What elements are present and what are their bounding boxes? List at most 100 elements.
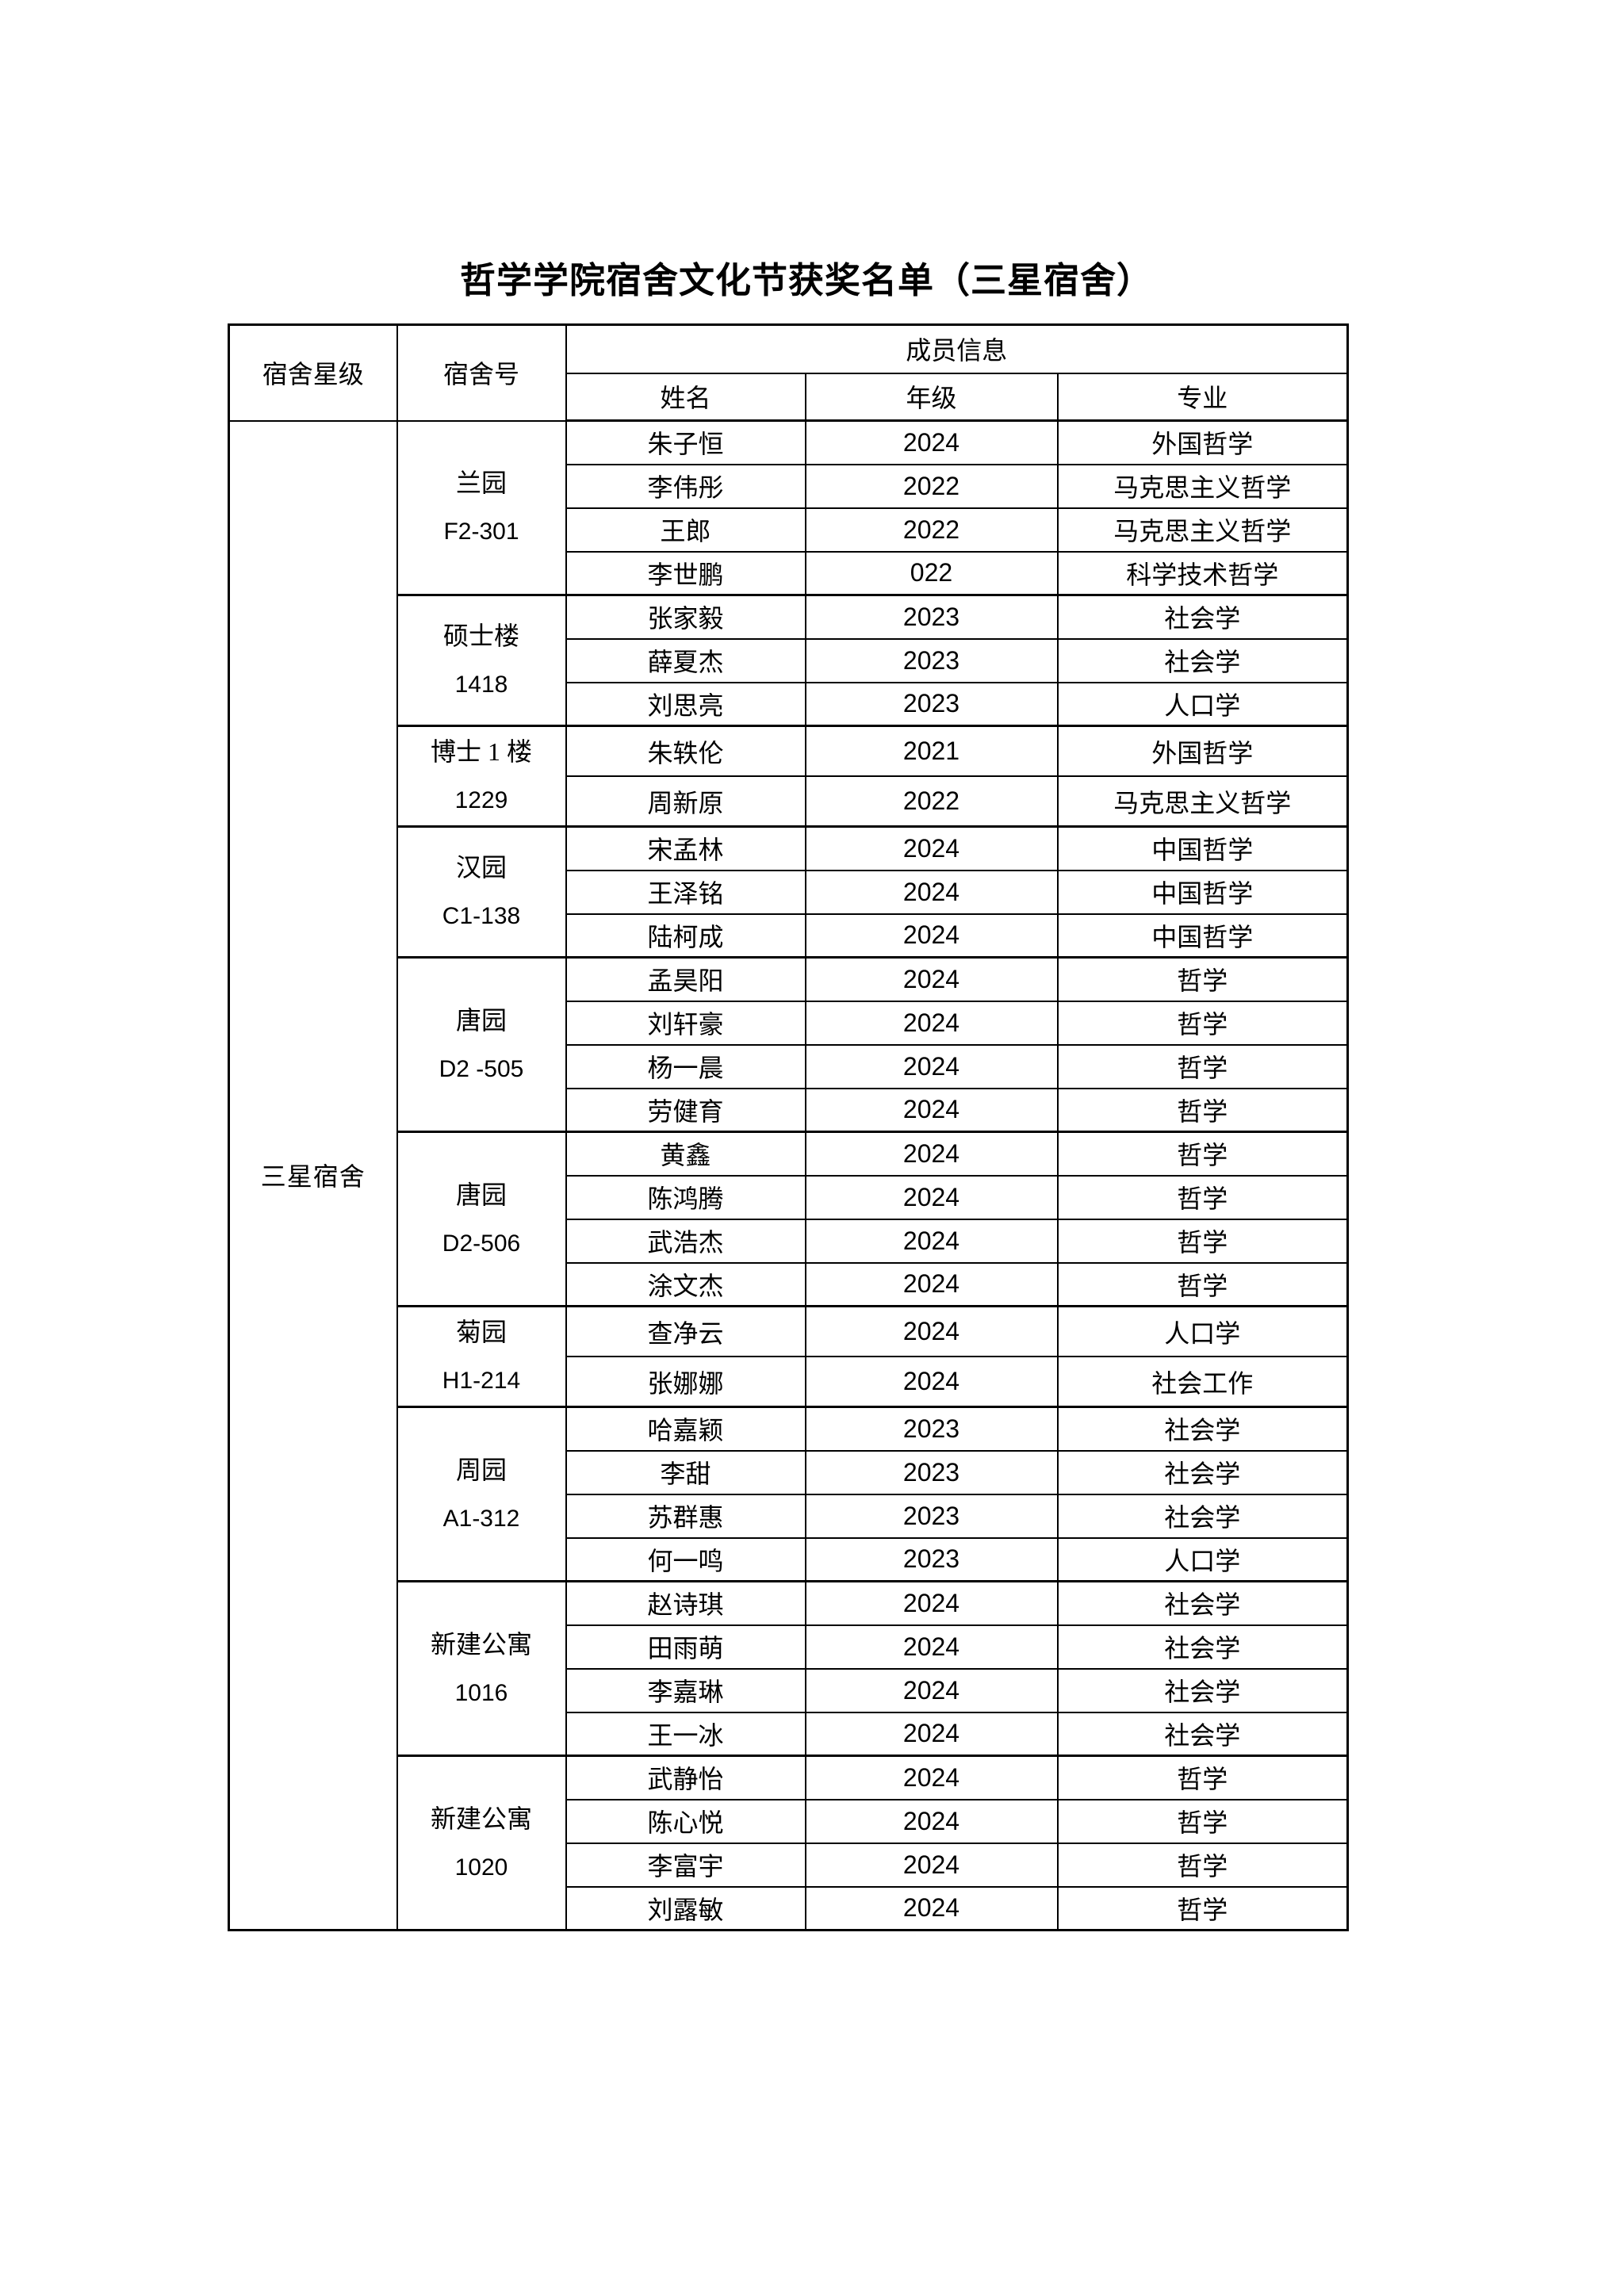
grade-cell: 2024 bbox=[804, 1261, 1059, 1307]
name-cell: 薛夏杰 bbox=[565, 637, 806, 683]
dorm-name: 新建公寓 bbox=[430, 1629, 532, 1659]
dorm-name: 新建公寓 bbox=[430, 1804, 532, 1833]
table-row: 薛夏杰 2023 社会学 bbox=[229, 637, 1349, 683]
grade-cell: 2024 bbox=[804, 825, 1059, 871]
dorm-name: 周园 bbox=[455, 1455, 507, 1484]
table-row: 何一鸣 2023 人口学 bbox=[229, 1536, 1349, 1582]
grade-cell: 2024 bbox=[804, 1667, 1059, 1713]
grade-cell: 2024 bbox=[804, 1798, 1059, 1844]
awards-table: 宿舍星级 宿舍号 成员信息 姓名 年级 专业 三星宿舍 兰园 F2-301 朱子恒 20… bbox=[228, 323, 1350, 1931]
grade-cell: 2024 bbox=[804, 1000, 1059, 1046]
grade-cell: 2022 bbox=[804, 507, 1059, 553]
grade-cell: 2024 bbox=[804, 869, 1059, 915]
grade-cell: 2024 bbox=[804, 419, 1059, 465]
grade-cell: 2023 bbox=[804, 1493, 1059, 1539]
name-cell: 王一冰 bbox=[565, 1711, 806, 1757]
grade-cell: 2024 bbox=[804, 1305, 1059, 1357]
grade-cell: 2022 bbox=[804, 775, 1059, 828]
name-cell: 涂文杰 bbox=[565, 1261, 806, 1307]
dorm-cell: 周园 A1-312 bbox=[396, 1406, 567, 1582]
grade-cell: 2021 bbox=[804, 725, 1059, 777]
table-row: 唐园 D2 -505 孟昊阳 2024 哲学 bbox=[229, 956, 1349, 1133]
table-row: 武浩杰 2024 哲学 bbox=[229, 1218, 1349, 1264]
dorm-cell: 唐园 D2 -505 bbox=[396, 956, 567, 1133]
grade-cell: 2024 bbox=[804, 1131, 1059, 1177]
dorm-number: 1229 bbox=[454, 787, 508, 813]
name-cell: 何一鸣 bbox=[565, 1536, 806, 1582]
major-cell: 外国哲学 bbox=[1056, 419, 1349, 465]
dorm-name: 兰园 bbox=[455, 469, 507, 498]
dorm-cell: 新建公寓 1020 bbox=[396, 1755, 567, 1931]
dorm-cell: 汉园 C1-138 bbox=[396, 825, 567, 959]
header-name: 姓名 bbox=[565, 372, 806, 422]
major-cell: 哲学 bbox=[1056, 956, 1349, 1002]
table-row: 陈心悦 2024 哲学 bbox=[229, 1798, 1349, 1844]
name-cell: 孟昊阳 bbox=[565, 956, 806, 1002]
name-cell: 宋孟林 bbox=[565, 825, 806, 871]
major-cell: 马克思主义哲学 bbox=[1056, 507, 1349, 553]
major-cell: 中国哲学 bbox=[1056, 869, 1349, 915]
major-cell: 人口学 bbox=[1056, 1536, 1349, 1582]
major-cell: 哲学 bbox=[1056, 1131, 1349, 1177]
grade-cell: 2023 bbox=[804, 1449, 1059, 1495]
page-title: 哲学学院宿舍文化节获奖名单（三星宿舍） bbox=[459, 261, 1153, 300]
major-cell: 人口学 bbox=[1056, 1305, 1349, 1357]
table-row: 李嘉琳 2024 社会学 bbox=[229, 1667, 1349, 1713]
table-row: 李甜 2023 社会学 bbox=[229, 1449, 1349, 1495]
table-row: 周新原 2022 马克思主义哲学 bbox=[229, 775, 1349, 828]
dorm-cell: 硕士楼 1418 bbox=[396, 594, 567, 727]
table-row: 王泽铭 2024 中国哲学 bbox=[229, 869, 1349, 915]
major-cell: 科学技术哲学 bbox=[1056, 550, 1349, 596]
dorm-name: 汉园 bbox=[455, 853, 507, 882]
dorm-name: 菊园 bbox=[455, 1318, 507, 1346]
name-cell: 杨一晨 bbox=[565, 1043, 806, 1089]
grade-cell: 2024 bbox=[804, 1842, 1059, 1888]
major-cell: 社会工作 bbox=[1056, 1356, 1349, 1408]
dorm-number: 1020 bbox=[454, 1854, 508, 1881]
major-cell: 哲学 bbox=[1056, 1000, 1349, 1046]
table-row: 刘轩豪 2024 哲学 bbox=[229, 1000, 1349, 1046]
grade-cell: 2024 bbox=[804, 1711, 1059, 1757]
table-row: 王郎 2022 马克思主义哲学 bbox=[229, 507, 1349, 553]
table-row: 陆柯成 2024 中国哲学 bbox=[229, 913, 1349, 959]
major-cell: 哲学 bbox=[1056, 1798, 1349, 1844]
name-cell: 王郎 bbox=[565, 507, 806, 553]
dorm-number: A1-312 bbox=[442, 1505, 520, 1532]
grade-cell: 2024 bbox=[804, 1885, 1059, 1931]
major-cell: 社会学 bbox=[1056, 637, 1349, 683]
grade-cell: 2024 bbox=[804, 1043, 1059, 1089]
grade-cell: 2024 bbox=[804, 1356, 1059, 1408]
major-cell: 哲学 bbox=[1056, 1261, 1349, 1307]
major-cell: 社会学 bbox=[1056, 1711, 1349, 1757]
name-cell: 朱子恒 bbox=[565, 419, 806, 465]
name-cell: 陈鸿腾 bbox=[565, 1174, 806, 1220]
major-cell: 人口学 bbox=[1056, 681, 1349, 727]
name-cell: 周新原 bbox=[565, 775, 806, 828]
dorm-cell: 唐园 D2-506 bbox=[396, 1131, 567, 1307]
name-cell: 哈嘉颖 bbox=[565, 1406, 806, 1452]
header-row-1: 宿舍星级 宿舍号 成员信息 bbox=[228, 323, 1349, 422]
grade-cell: 2024 bbox=[804, 1174, 1059, 1220]
grade-cell: 2024 bbox=[804, 1580, 1059, 1626]
name-cell: 武静怡 bbox=[565, 1755, 806, 1800]
name-cell: 陆柯成 bbox=[565, 913, 806, 959]
name-cell: 刘轩豪 bbox=[565, 1000, 806, 1046]
dorm-name: 博士 1 楼 bbox=[430, 737, 532, 766]
dorm-number: 1418 bbox=[454, 672, 508, 698]
dorm-cell: 新建公寓 1016 bbox=[396, 1580, 567, 1757]
table-row: 菊园 H1-214 查净云 2024 人口学 bbox=[229, 1305, 1349, 1408]
table-row: 王一冰 2024 社会学 bbox=[229, 1711, 1349, 1757]
dorm-name: 唐园 bbox=[455, 1180, 507, 1209]
major-cell: 哲学 bbox=[1056, 1755, 1349, 1800]
header-star-level: 宿舍星级 bbox=[228, 323, 398, 422]
major-cell: 社会学 bbox=[1056, 594, 1349, 640]
name-cell: 朱轶伦 bbox=[565, 725, 806, 777]
grade-cell: 2022 bbox=[804, 463, 1059, 509]
name-cell: 黄鑫 bbox=[565, 1131, 806, 1177]
name-cell: 张家毅 bbox=[565, 594, 806, 640]
table-row: 李世鹏 022 科学技术哲学 bbox=[229, 550, 1349, 596]
name-cell: 李嘉琳 bbox=[565, 1667, 806, 1713]
header-dorm-number: 宿舍号 bbox=[396, 323, 567, 422]
name-cell: 劳健育 bbox=[565, 1087, 806, 1133]
